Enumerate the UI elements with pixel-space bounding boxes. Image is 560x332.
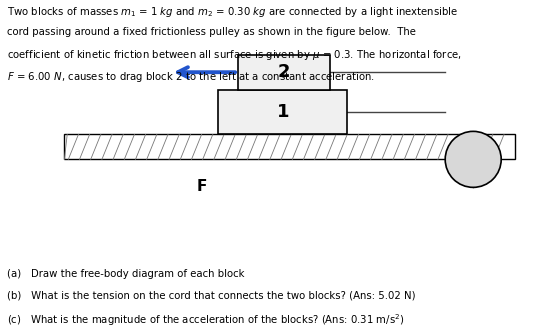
Text: (a)   Draw the free-body diagram of each block: (a) Draw the free-body diagram of each b… (7, 269, 244, 279)
Text: (b)   What is the tension on the cord that connects the two blocks? (Ans: 5.02 N: (b) What is the tension on the cord that… (7, 290, 416, 300)
Bar (64, 134, 515, 159)
Ellipse shape (445, 131, 501, 187)
Text: $F$ = 6.00 $N$, causes to drag block 2 to the left at a constant acceleration.: $F$ = 6.00 $N$, causes to drag block 2 t… (7, 70, 375, 84)
Text: $\mathbf{F}$: $\mathbf{F}$ (196, 178, 207, 194)
Text: cord passing around a fixed frictionless pulley as shown in the figure below.  T: cord passing around a fixed frictionless… (7, 27, 416, 37)
Text: coefficient of kinetic friction between all surface is given by $\mu$ = 0.3. The: coefficient of kinetic friction between … (7, 48, 461, 62)
Text: 2: 2 (278, 63, 291, 81)
Bar (238, 55, 330, 90)
Bar (218, 90, 347, 134)
Text: Two blocks of masses $m_1$ = 1 $kg$ and $m_2$ = 0.30 $kg$ are connected by a lig: Two blocks of masses $m_1$ = 1 $kg$ and … (7, 5, 458, 19)
Text: (c)   What is the magnitude of the acceleration of the blocks? (Ans: 0.31 m/s$^2: (c) What is the magnitude of the acceler… (7, 312, 404, 328)
Text: 1: 1 (277, 103, 289, 121)
